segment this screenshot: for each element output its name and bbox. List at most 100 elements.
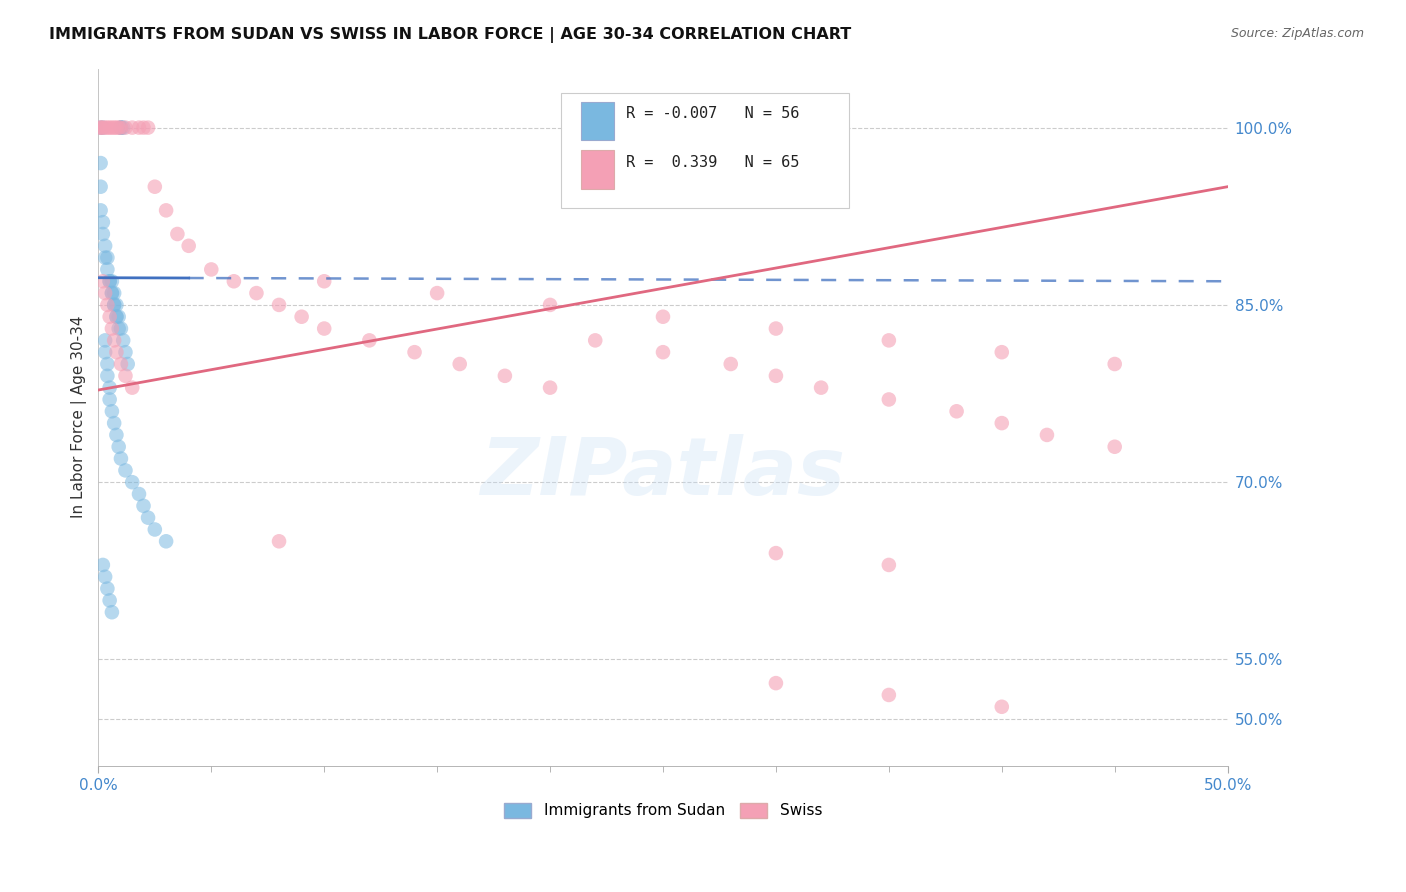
Point	[121, 381, 143, 395]
Point	[103, 334, 125, 348]
Point	[291, 310, 314, 324]
Point	[94, 286, 117, 301]
Point	[94, 345, 117, 359]
Point	[94, 239, 117, 253]
Point	[91, 120, 114, 135]
Point	[121, 475, 143, 490]
Point	[177, 239, 200, 253]
Point	[449, 357, 471, 371]
Point	[128, 120, 150, 135]
Point	[155, 203, 177, 218]
Point	[132, 499, 155, 513]
Point	[90, 179, 112, 194]
Point	[114, 345, 136, 359]
Point	[98, 381, 121, 395]
Point	[877, 334, 900, 348]
Point	[94, 251, 117, 265]
Point	[105, 345, 128, 359]
Point	[103, 416, 125, 430]
Point	[90, 120, 112, 135]
Point	[652, 310, 675, 324]
Point	[98, 274, 121, 288]
Point	[166, 227, 188, 241]
Point	[94, 334, 117, 348]
Point	[538, 381, 561, 395]
Point	[103, 298, 125, 312]
Point	[101, 120, 124, 135]
Point	[105, 120, 128, 135]
Point	[765, 368, 787, 383]
Point	[991, 345, 1014, 359]
Point	[538, 298, 561, 312]
Point	[103, 120, 125, 135]
Point	[1104, 357, 1126, 371]
Point	[98, 274, 121, 288]
Text: R = -0.007   N = 56: R = -0.007 N = 56	[626, 106, 799, 121]
Point	[96, 582, 118, 596]
Point	[991, 699, 1014, 714]
Y-axis label: In Labor Force | Age 30-34: In Labor Force | Age 30-34	[72, 316, 87, 518]
Point	[107, 120, 129, 135]
Point	[136, 510, 159, 524]
Point	[314, 274, 336, 288]
Point	[96, 120, 118, 135]
FancyBboxPatch shape	[561, 93, 849, 208]
Point	[98, 392, 121, 407]
Point	[114, 463, 136, 477]
Point	[1036, 428, 1059, 442]
Point	[91, 120, 114, 135]
Point	[810, 381, 832, 395]
Point	[114, 120, 136, 135]
Point	[101, 404, 124, 418]
Point	[101, 286, 124, 301]
Point	[94, 570, 117, 584]
Point	[1104, 440, 1126, 454]
Point	[877, 558, 900, 572]
Point	[245, 286, 267, 301]
Point	[101, 286, 124, 301]
Point	[91, 558, 114, 572]
Point	[96, 251, 118, 265]
Point	[110, 120, 132, 135]
Point	[90, 156, 112, 170]
Point	[128, 487, 150, 501]
Point	[720, 357, 742, 371]
Point	[314, 321, 336, 335]
Text: IMMIGRANTS FROM SUDAN VS SWISS IN LABOR FORCE | AGE 30-34 CORRELATION CHART: IMMIGRANTS FROM SUDAN VS SWISS IN LABOR …	[49, 27, 852, 43]
Point	[132, 120, 155, 135]
Point	[101, 605, 124, 619]
Point	[359, 334, 381, 348]
Point	[91, 215, 114, 229]
Point	[426, 286, 449, 301]
Point	[765, 321, 787, 335]
Point	[494, 368, 516, 383]
Legend: Immigrants from Sudan, Swiss: Immigrants from Sudan, Swiss	[498, 797, 828, 824]
Point	[110, 451, 132, 466]
Point	[110, 321, 132, 335]
Point	[91, 227, 114, 241]
Point	[103, 298, 125, 312]
Text: ZIPatlas: ZIPatlas	[481, 434, 845, 512]
Point	[98, 593, 121, 607]
Point	[877, 688, 900, 702]
Point	[112, 334, 135, 348]
Point	[90, 120, 112, 135]
Point	[945, 404, 967, 418]
Point	[765, 546, 787, 560]
Point	[652, 345, 675, 359]
Point	[96, 298, 118, 312]
Point	[877, 392, 900, 407]
Point	[103, 286, 125, 301]
Point	[98, 120, 121, 135]
Point	[91, 274, 114, 288]
Text: R =  0.339   N = 65: R = 0.339 N = 65	[626, 155, 799, 170]
Point	[121, 120, 143, 135]
Point	[105, 310, 128, 324]
Point	[112, 120, 135, 135]
Point	[110, 120, 132, 135]
Point	[222, 274, 245, 288]
Point	[96, 357, 118, 371]
Point	[110, 120, 132, 135]
Point	[107, 310, 129, 324]
Point	[96, 368, 118, 383]
